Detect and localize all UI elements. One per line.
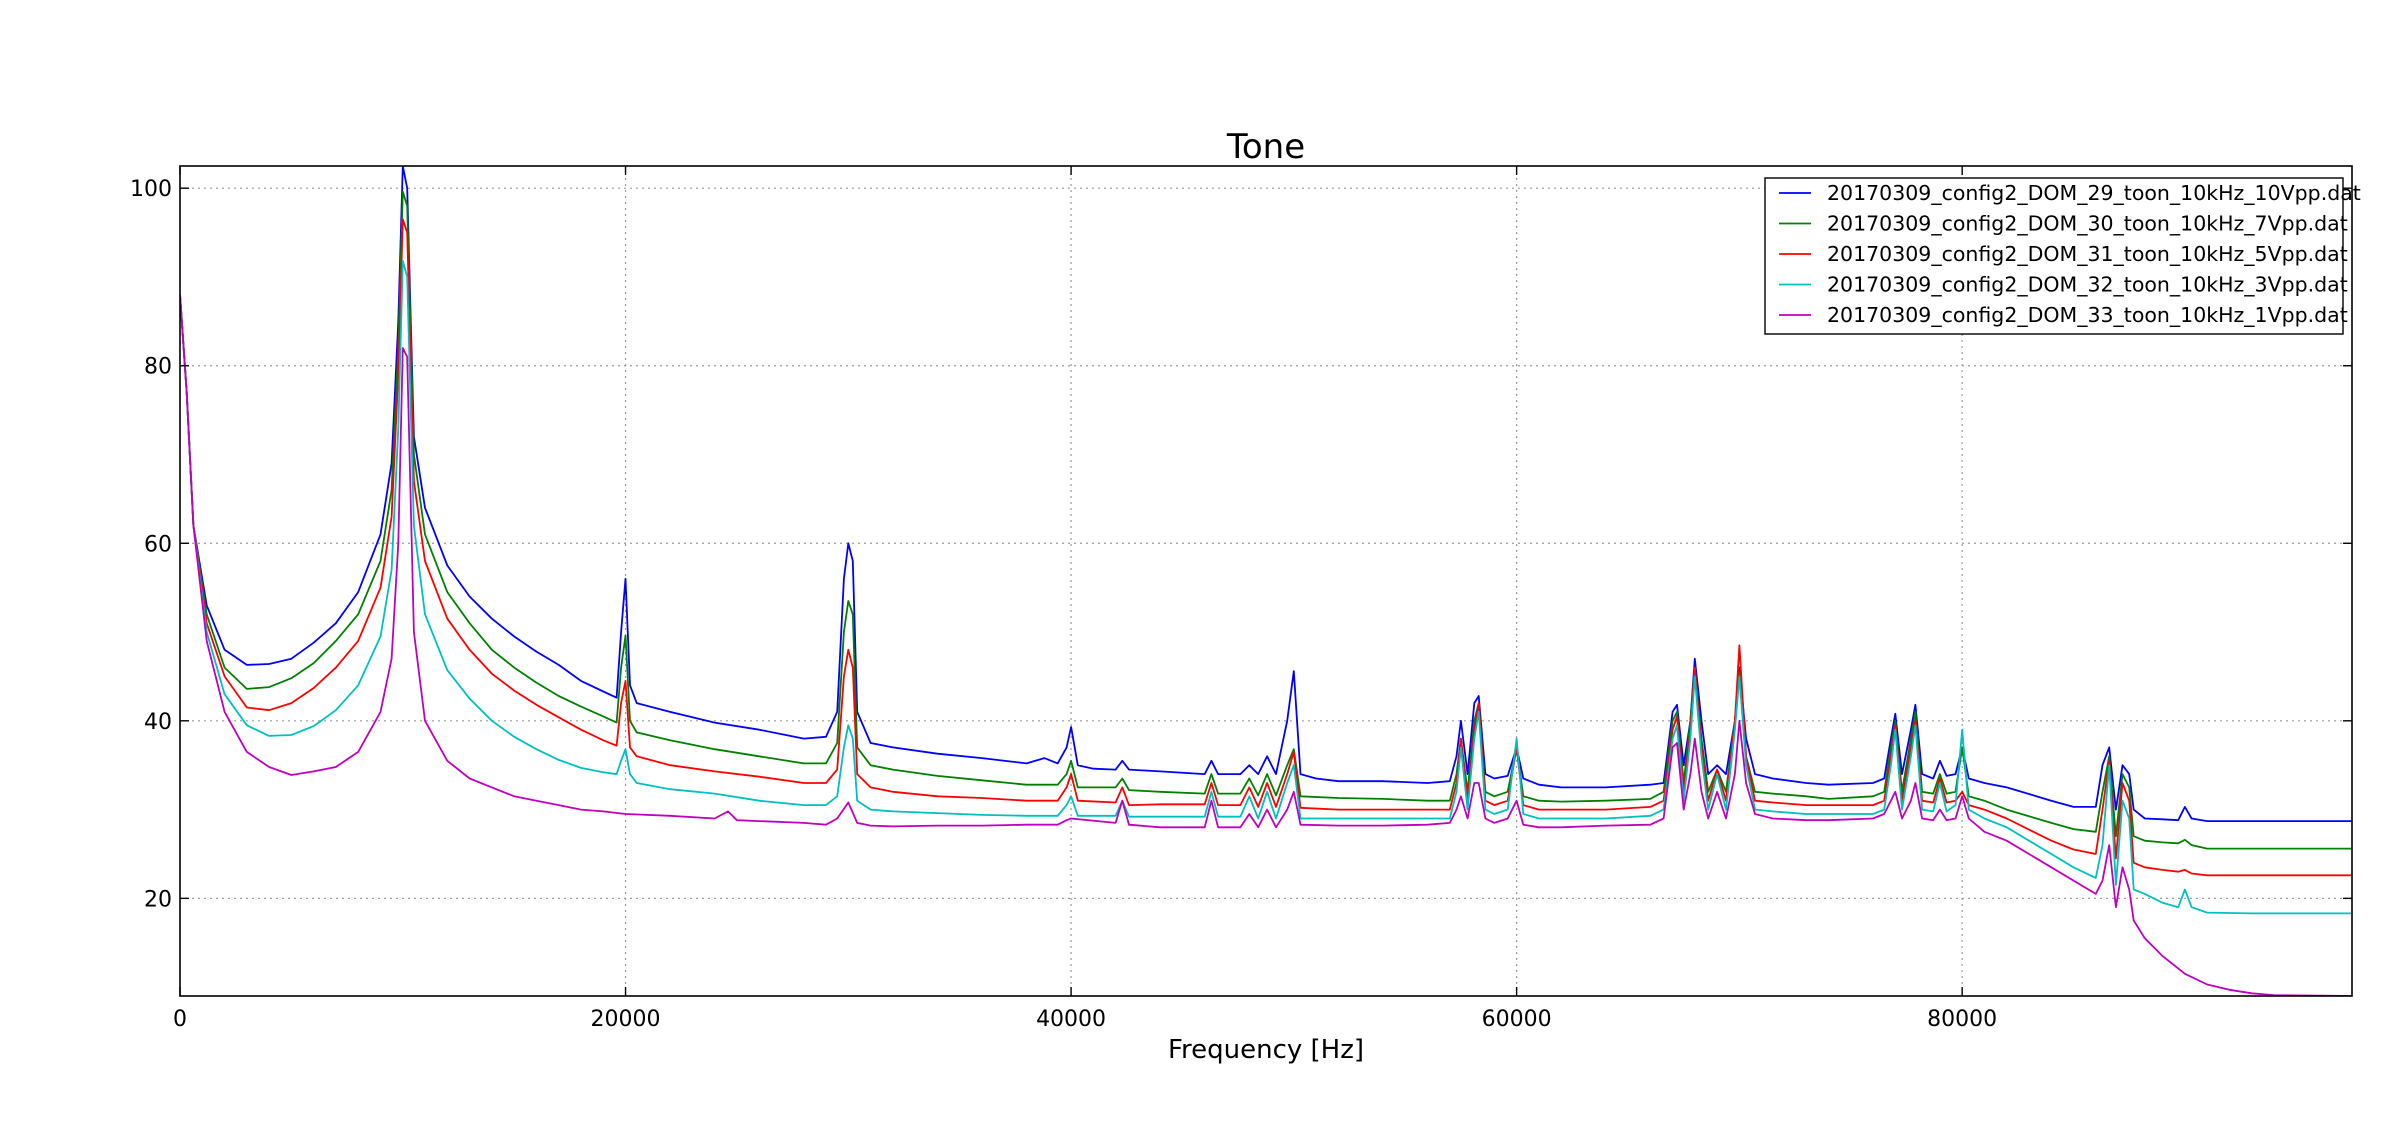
y-tick-label: 60 xyxy=(144,532,172,557)
x-tick-label: 40000 xyxy=(1036,1007,1106,1032)
y-tick-label: 80 xyxy=(144,355,172,380)
x-axis-title: Frequency [Hz] xyxy=(1168,1035,1364,1065)
legend-label-2: 20170309_config2_DOM_30_toon_10kHz_7Vpp.… xyxy=(1827,212,2348,237)
legend-box xyxy=(1764,177,2344,335)
legend-label-3: 20170309_config2_DOM_31_toon_10kHz_5Vpp.… xyxy=(1827,242,2348,267)
y-tick-label: 20 xyxy=(144,887,172,912)
series-line-4 xyxy=(180,260,2352,915)
grid-lines xyxy=(180,166,2352,996)
y-tick-label: 100 xyxy=(130,177,172,202)
legend-label-1: 20170309_config2_DOM_29_toon_10kHz_10Vpp… xyxy=(1827,181,2361,206)
series-line-5 xyxy=(180,294,2352,996)
axis-ticks: 0 20000 40000 60000 80000 20 40 60 80 100 xyxy=(130,166,2352,1032)
legend: 20170309_config2_DOM_29_toon_10kHz_10Vpp… xyxy=(1764,177,2361,335)
legend-label-4: 20170309_config2_DOM_32_toon_10kHz_3Vpp.… xyxy=(1827,273,2348,298)
plot-frame xyxy=(179,165,2353,997)
x-tick-label: 20000 xyxy=(591,1007,661,1032)
series-line-2 xyxy=(180,190,2352,850)
chart-title: Tone xyxy=(1226,127,1305,167)
x-tick-label: 80000 xyxy=(1927,1007,1997,1032)
x-tick-label: 60000 xyxy=(1482,1007,1552,1032)
series-line-3 xyxy=(180,218,2352,877)
x-tick-label: 0 xyxy=(173,1007,187,1032)
series-line-1 xyxy=(180,166,2352,822)
legend-label-5: 20170309_config2_DOM_33_toon_10kHz_1Vpp.… xyxy=(1827,303,2348,328)
y-tick-label: 40 xyxy=(144,710,172,735)
series-lines xyxy=(180,166,2352,996)
